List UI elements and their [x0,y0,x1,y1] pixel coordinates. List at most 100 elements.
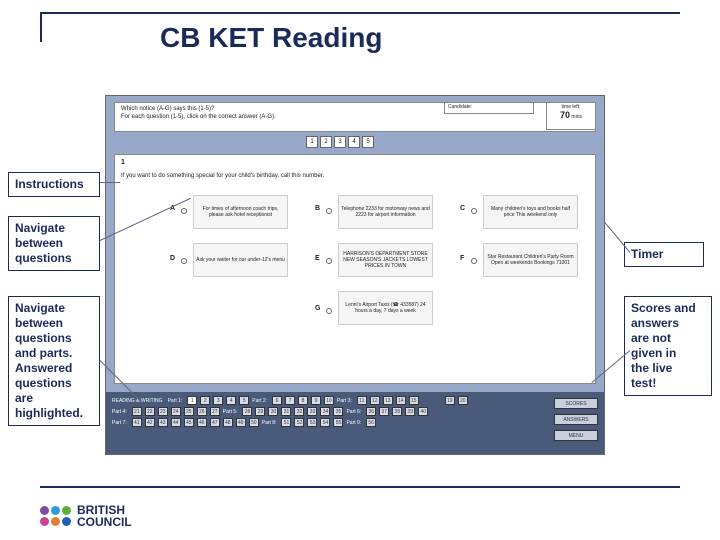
timer-value: 70 [560,110,570,120]
scores-button[interactable]: SCORES [554,398,598,409]
qbtn[interactable]: 53 [307,418,317,427]
qbtn[interactable]: 38 [392,407,402,416]
callout-nav-parts: Navigate between questions and parts. An… [8,296,100,426]
question-area: 1 If you want to do something special fo… [114,154,596,384]
timer-unit: mins [571,114,582,120]
qbtn[interactable]: 33 [307,407,317,416]
qbtn[interactable]: 30 [268,407,278,416]
qbtn[interactable]: 34 [320,407,330,416]
part9-label: Part 9: [346,420,361,426]
qbtn[interactable]: 26 [197,407,207,416]
qbtn[interactable]: 25 [184,407,194,416]
nav-q1[interactable]: 1 [306,136,318,148]
opt-g[interactable]: Lenni's Airport Taxis (☎ 433587) 24 hour… [338,291,433,325]
qbtn[interactable]: 8 [298,396,308,405]
qbtn[interactable]: 7 [285,396,295,405]
title-frame: CB KET Reading [40,12,680,60]
qbtn[interactable]: 32 [294,407,304,416]
nav-q4[interactable]: 4 [348,136,360,148]
qbtn[interactable]: 3 [213,396,223,405]
qbtn[interactable]: 41 [132,418,142,427]
question-nav-row: 1 2 3 4 5 [306,136,374,148]
qbtn[interactable]: 51 [281,418,291,427]
qbtn[interactable]: 12 [370,396,380,405]
timer-box: time left: 70 mins [546,102,596,130]
qbtn[interactable]: 31 [281,407,291,416]
part5-label: Part 5: [223,409,238,415]
qbtn[interactable]: 27 [210,407,220,416]
qbtn[interactable]: 39 [405,407,415,416]
qbtn[interactable]: 44 [171,418,181,427]
opt-a-radio[interactable] [181,208,187,214]
opt-d-radio[interactable] [181,258,187,264]
opt-g-radio[interactable] [326,308,332,314]
opt-b-radio[interactable] [326,208,332,214]
qbtn[interactable]: 48 [223,418,233,427]
qbtn[interactable]: 2 [200,396,210,405]
qbtn[interactable]: 19 [445,396,455,405]
qbtn[interactable]: 14 [396,396,406,405]
opt-b[interactable]: Telephone 2233 for motorway news and 222… [338,195,433,229]
qbtn[interactable]: 49 [236,418,246,427]
candidate-label: Candidate: [448,104,472,110]
opt-a[interactable]: For times of afternoon coach trips, plea… [193,195,288,229]
connector [604,222,630,253]
opt-e[interactable]: HARRISON'S DEPARTMENT STORE NEW SEASON'S… [338,243,433,277]
logo-text: BRITISH COUNCIL [77,504,132,528]
menu-button[interactable]: MENU [554,430,598,441]
qbtn[interactable]: 54 [320,418,330,427]
qbtn[interactable]: 4 [226,396,236,405]
opt-d[interactable]: Ask your waiter for our under-12's menu [193,243,288,277]
qbtn[interactable]: 40 [418,407,428,416]
qbtn[interactable]: 15 [409,396,419,405]
qbtn[interactable]: 24 [171,407,181,416]
part3-label: Part 3: [337,398,352,404]
qbtn[interactable]: 55 [333,418,343,427]
qbtn[interactable]: 37 [379,407,389,416]
qbtn[interactable]: 36 [366,407,376,416]
qbtn[interactable]: 9 [311,396,321,405]
qbtn[interactable]: 5 [239,396,249,405]
qbtn[interactable]: 10 [324,396,334,405]
qbtn[interactable]: 22 [145,407,155,416]
qbtn[interactable]: 45 [184,418,194,427]
nav-q3[interactable]: 3 [334,136,346,148]
callout-nav-questions: Navigate between questions [8,216,100,271]
page-title: CB KET Reading [160,22,382,54]
part1-label: Part 1: [168,398,183,404]
qbtn[interactable]: 42 [145,418,155,427]
british-council-logo: BRITISH COUNCIL [40,504,132,528]
opt-f-radio[interactable] [471,258,477,264]
qbtn[interactable]: 29 [255,407,265,416]
qbtn[interactable]: 56 [366,418,376,427]
qbtn[interactable]: 46 [197,418,207,427]
qbtn[interactable]: 50 [249,418,259,427]
qbtn[interactable]: 43 [158,418,168,427]
qbtn[interactable]: 23 [158,407,168,416]
candidate-box: Candidate: [444,102,534,114]
part6-label: Part 6: [346,409,361,415]
opt-e-radio[interactable] [326,258,332,264]
qbtn[interactable]: 11 [357,396,367,405]
qbtn[interactable]: 6 [272,396,282,405]
qbtn[interactable]: 35 [333,407,343,416]
qbtn[interactable]: 1 [187,396,197,405]
footer-divider [40,486,680,488]
opt-f[interactable]: Star Restaurant Children's Party Room Op… [483,243,578,277]
qbtn[interactable]: 28 [242,407,252,416]
connector [100,182,120,183]
question-number: 1 [121,159,125,166]
qbtn[interactable]: 52 [294,418,304,427]
qbtn[interactable]: 20 [458,396,468,405]
part4-label: Part 4: [112,409,127,415]
qbtn[interactable]: 47 [210,418,220,427]
opt-c[interactable]: Many children's toys and books half pric… [483,195,578,229]
qbtn[interactable]: 21 [132,407,142,416]
nav-q2[interactable]: 2 [320,136,332,148]
callout-timer: Timer [624,242,704,267]
answers-button[interactable]: ANSWERS [554,414,598,425]
qbtn[interactable]: 13 [383,396,393,405]
nav-q5[interactable]: 5 [362,136,374,148]
opt-c-radio[interactable] [471,208,477,214]
logo-text-bottom: COUNCIL [77,516,132,528]
